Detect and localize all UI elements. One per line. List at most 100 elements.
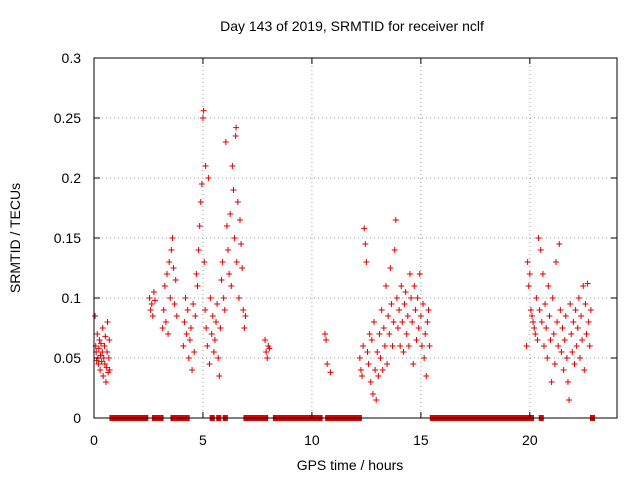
data-point [104, 349, 111, 355]
data-point [409, 319, 416, 325]
data-point [327, 369, 334, 376]
data-point [234, 199, 241, 205]
data-point [101, 343, 108, 349]
data-point [106, 367, 113, 373]
data-point [159, 325, 166, 331]
data-point [233, 259, 240, 265]
data-point [523, 343, 530, 349]
data-point [562, 313, 569, 319]
data-point [574, 325, 581, 331]
data-point [572, 307, 579, 313]
data-point [387, 265, 394, 271]
data-point [582, 301, 589, 307]
data-point [587, 307, 594, 313]
data-point [580, 283, 587, 289]
data-point [385, 313, 392, 319]
data-point [381, 343, 388, 349]
data-point [567, 301, 574, 307]
data-point [240, 307, 247, 313]
data-point [104, 319, 111, 325]
data-point [95, 345, 102, 352]
data-point [231, 235, 238, 241]
data-point [573, 343, 580, 349]
data-point [237, 217, 244, 223]
data-point [406, 271, 413, 277]
data-point [397, 343, 404, 349]
chart-title: Day 143 of 2019, SRMTID for receiver ncl… [220, 18, 484, 34]
data-point [263, 349, 270, 355]
data-point [171, 301, 178, 307]
data-point [549, 295, 556, 301]
data-point [575, 295, 582, 301]
data-point [551, 361, 558, 367]
data-point [199, 115, 206, 121]
data-point [183, 331, 190, 337]
data-point [373, 397, 380, 403]
data-point [376, 331, 383, 337]
data-point [394, 325, 401, 331]
data-point [357, 367, 364, 373]
data-point [218, 277, 225, 283]
data-point [147, 307, 154, 313]
data-point [404, 313, 411, 319]
data-point [169, 235, 176, 241]
data-point [548, 379, 555, 385]
data-point [527, 307, 534, 313]
data-point [363, 259, 370, 265]
data-point [389, 343, 396, 349]
data-point [100, 373, 107, 379]
data-point [216, 373, 223, 379]
data-point [538, 319, 545, 325]
x-axis-label: GPS time / hours [297, 457, 404, 473]
data-point [106, 337, 113, 343]
axis-ticks [93, 57, 617, 419]
data-point [225, 247, 232, 253]
data-point [560, 367, 567, 373]
data-point [581, 367, 588, 373]
data-point [222, 139, 229, 145]
data-point [568, 331, 575, 337]
data-point [529, 313, 536, 319]
data-point [530, 319, 537, 325]
data-point [393, 295, 400, 301]
data-point [415, 325, 422, 331]
data-point [380, 325, 387, 331]
data-point [221, 307, 228, 313]
data-point [201, 259, 208, 265]
data-point [369, 391, 376, 397]
data-point [423, 373, 430, 379]
data-point [388, 301, 395, 307]
data-point [214, 301, 221, 307]
data-point [416, 271, 423, 277]
data-point [105, 355, 112, 361]
data-point [421, 355, 428, 361]
data-point [162, 319, 169, 325]
data-point [181, 319, 188, 325]
data-point [559, 325, 566, 331]
data-point [229, 163, 236, 169]
data-point [386, 331, 393, 337]
data-point [554, 319, 561, 325]
data-point [534, 337, 541, 343]
data-point [366, 331, 373, 337]
data-point [210, 349, 217, 355]
data-point [228, 283, 235, 289]
y-tick-label: 0.25 [54, 110, 81, 126]
data-point [202, 307, 209, 313]
data-point [552, 259, 559, 265]
y-tick-label: 0.15 [54, 230, 81, 246]
data-point [426, 343, 433, 349]
data-point [215, 355, 222, 361]
data-point [190, 301, 197, 307]
data-point [197, 199, 204, 205]
data-point [235, 295, 242, 301]
data-point [102, 379, 109, 385]
data-point [546, 313, 553, 319]
data-point [403, 331, 410, 337]
data-point [417, 313, 424, 319]
data-point [192, 313, 199, 319]
data-point [95, 361, 102, 367]
data-point [324, 361, 331, 367]
data-point [103, 364, 110, 371]
